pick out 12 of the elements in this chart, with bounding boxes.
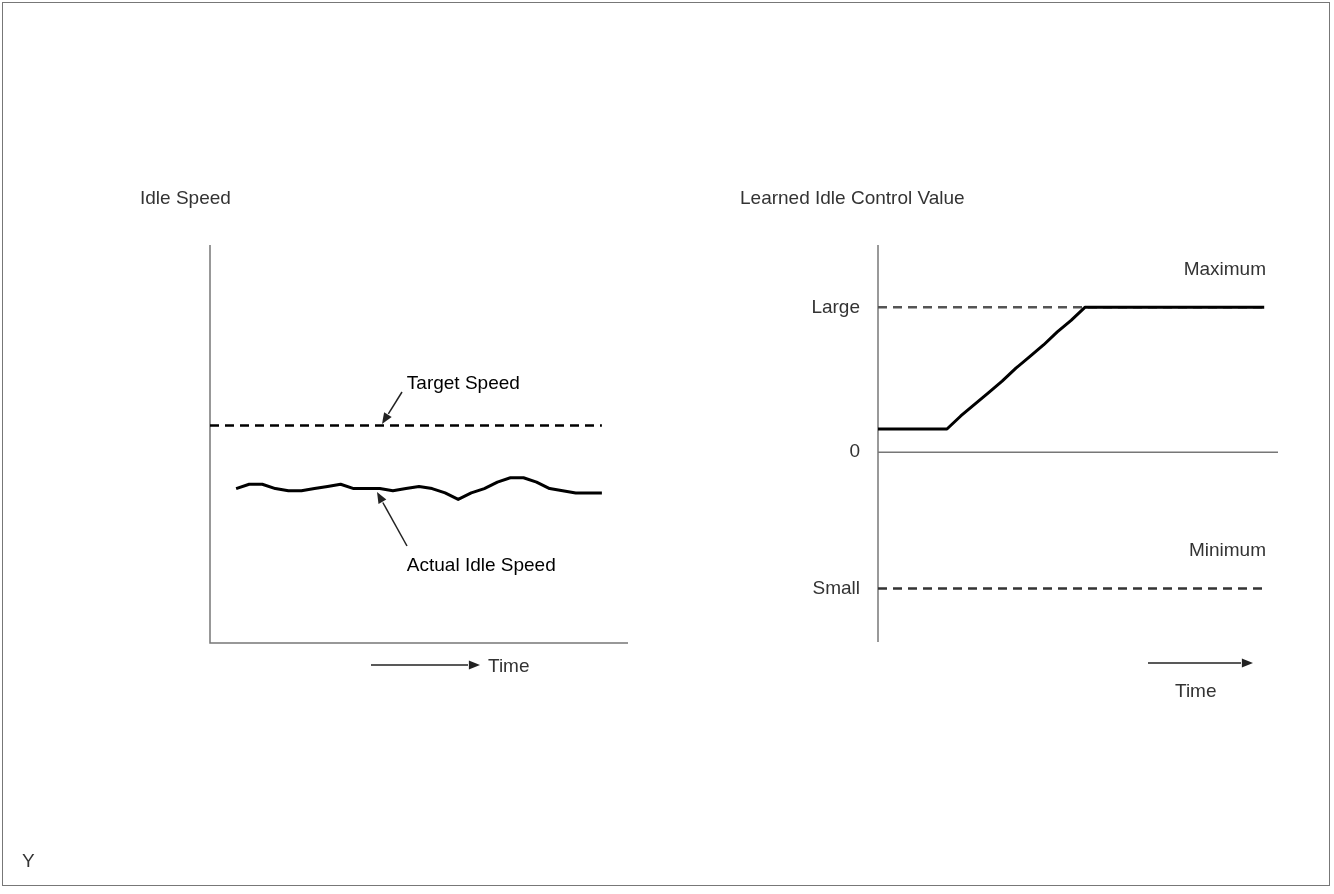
ref-line-label: 0	[849, 440, 860, 462]
annotation: Maximum	[1183, 258, 1266, 280]
ref-line-label: Small	[812, 576, 860, 598]
x-axis-title: Time	[488, 655, 530, 676]
ref-line-label: Large	[811, 295, 860, 317]
series-label: Target Speed	[406, 371, 520, 393]
text: Actual Idle Speed	[406, 553, 556, 575]
chart-title: Learned Idle Control Value	[740, 187, 965, 208]
chart-title: Idle Speed	[140, 187, 231, 208]
annotation: Minimum	[1188, 539, 1266, 561]
text: Y	[22, 850, 35, 871]
x-axis-title: Time	[1175, 680, 1217, 701]
